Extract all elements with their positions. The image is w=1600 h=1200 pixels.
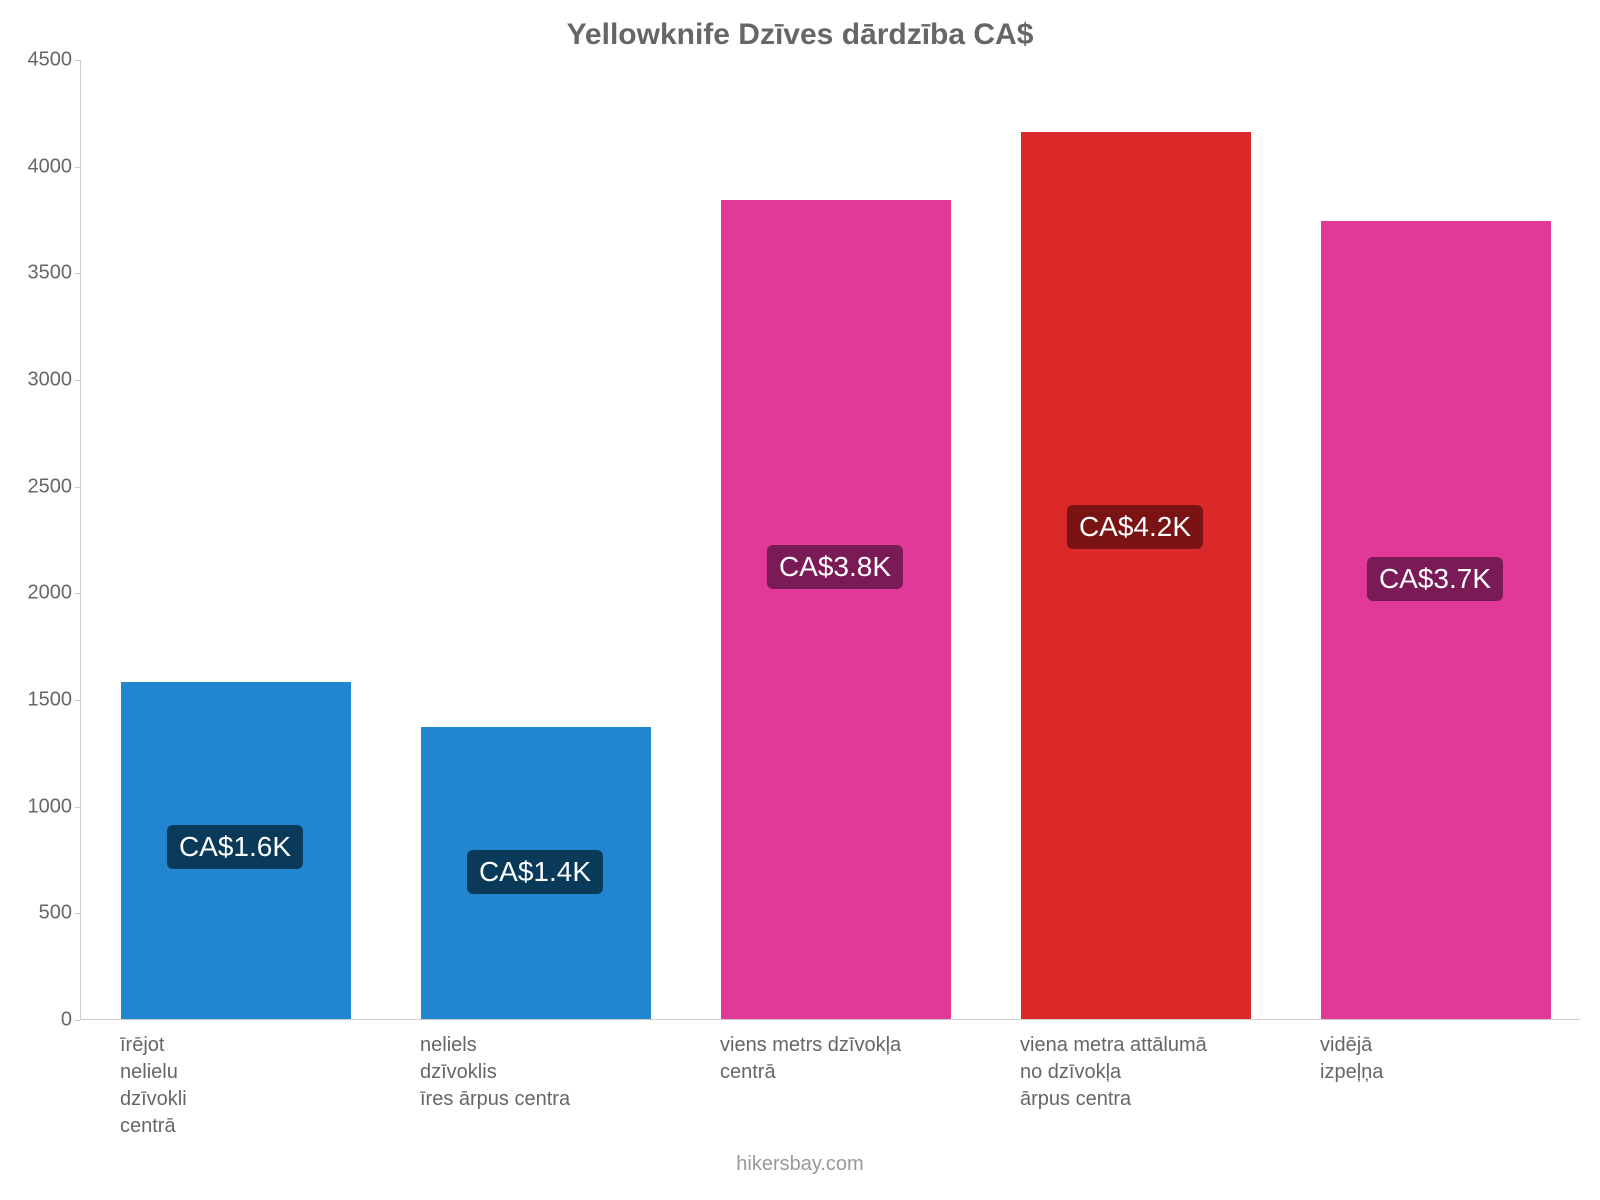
x-axis-label: īrējotnelieludzīvoklicentrā bbox=[120, 1032, 187, 1140]
plot-area bbox=[80, 60, 1580, 1020]
ytick-label: 1000 bbox=[28, 795, 73, 818]
ytick-label: 4000 bbox=[28, 155, 73, 178]
ytick-label: 1500 bbox=[28, 689, 73, 712]
ytick-label: 3000 bbox=[28, 369, 73, 392]
x-axis-label: vidējāizpeļņa bbox=[1320, 1032, 1383, 1086]
ytick-label: 4500 bbox=[28, 49, 73, 72]
ytick-label: 2500 bbox=[28, 475, 73, 498]
bar bbox=[1321, 221, 1551, 1019]
bar-value-label: CA$3.7K bbox=[1367, 557, 1503, 601]
ytick-label: 500 bbox=[39, 902, 72, 925]
x-axis-label: viens metrs dzīvokļacentrā bbox=[720, 1032, 901, 1086]
ytick-mark bbox=[75, 1020, 80, 1021]
x-axis-label: nelielsdzīvoklisīres ārpus centra bbox=[420, 1032, 570, 1113]
chart-title: Yellowknife Dzīves dārdzība CA$ bbox=[0, 18, 1600, 52]
ytick-label: 2000 bbox=[28, 582, 73, 605]
chart-container: Yellowknife Dzīves dārdzība CA$ 0 500 10… bbox=[0, 0, 1600, 1200]
ytick-label: 0 bbox=[61, 1009, 72, 1032]
bar-value-label: CA$4.2K bbox=[1067, 505, 1203, 549]
x-axis-label: viena metra attālumāno dzīvokļaārpus cen… bbox=[1020, 1032, 1207, 1113]
bar-value-label: CA$3.8K bbox=[767, 545, 903, 589]
ytick-label: 3500 bbox=[28, 262, 73, 285]
bar bbox=[1021, 132, 1251, 1019]
bar-value-label: CA$1.4K bbox=[467, 850, 603, 894]
footer-credit: hikersbay.com bbox=[0, 1153, 1600, 1176]
bar-value-label: CA$1.6K bbox=[167, 825, 303, 869]
bar bbox=[721, 200, 951, 1019]
